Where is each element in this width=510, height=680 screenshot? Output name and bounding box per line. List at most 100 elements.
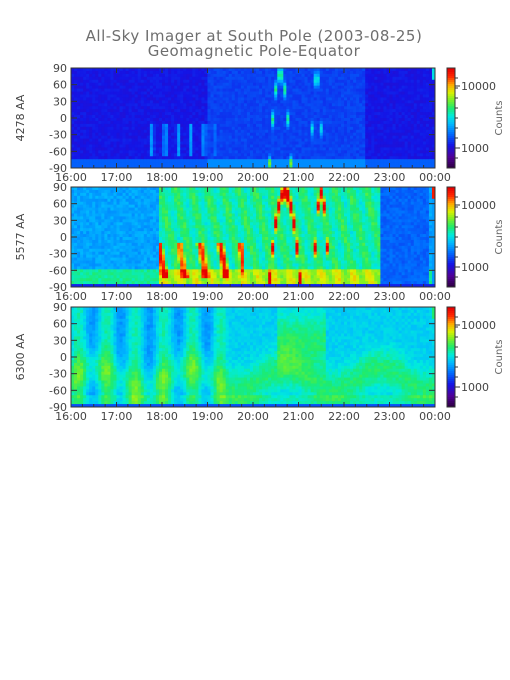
heatmap-cell [77, 278, 81, 282]
heatmap-cell [186, 147, 190, 151]
heatmap-cell [259, 88, 263, 92]
heatmap-cell [125, 141, 130, 145]
heatmap-cell [189, 129, 193, 134]
heatmap-cell [204, 144, 208, 148]
heatmap-cell [137, 228, 142, 232]
heatmap-cell [180, 88, 184, 92]
heatmap-cell [198, 76, 202, 81]
heatmap-cell [322, 97, 327, 101]
heatmap-cell [392, 79, 396, 84]
heatmap-cell [80, 239, 84, 244]
heatmap-cell [213, 120, 217, 125]
heatmap-cell [177, 79, 181, 84]
heatmap-cell [301, 91, 305, 95]
heatmap-cell [307, 138, 312, 142]
heatmap-cell [377, 120, 381, 125]
heatmap-cell [322, 94, 327, 98]
heatmap-cell [83, 248, 87, 253]
x-tick-label: 22:00 [328, 171, 360, 184]
heatmap-cell [289, 118, 293, 122]
heatmap-cell [119, 187, 123, 191]
heatmap-cell [216, 115, 221, 119]
heatmap-cell [237, 109, 242, 113]
heatmap-cell [152, 100, 157, 104]
heatmap-cell [425, 73, 430, 78]
heatmap-cell [77, 266, 81, 270]
heatmap-cell [298, 162, 302, 166]
heatmap-cell [180, 70, 184, 75]
heatmap-cell [110, 153, 114, 157]
heatmap-cell [347, 100, 351, 104]
heatmap-cell [328, 68, 333, 72]
heatmap-cell [95, 115, 99, 119]
heatmap-cell [122, 73, 126, 78]
heatmap-cell [140, 68, 145, 72]
heatmap-cell [77, 73, 81, 78]
heatmap-cell [316, 88, 321, 92]
heatmap-cell [207, 68, 211, 72]
heatmap-cell [143, 150, 148, 154]
heatmap-cell [80, 129, 84, 134]
heatmap-cell [419, 156, 424, 160]
heatmap-cell [128, 120, 133, 125]
heatmap-cell [116, 207, 120, 211]
heatmap-cell [240, 79, 245, 84]
heatmap-cell [140, 144, 145, 148]
heatmap-cell [359, 79, 363, 84]
heatmap-cell [286, 118, 290, 122]
heatmap-cell [389, 150, 393, 154]
heatmap-cell [131, 97, 136, 101]
heatmap-cell [386, 141, 390, 145]
heatmap-cell [134, 91, 139, 95]
heatmap-cell [168, 147, 172, 151]
heatmap-cell [210, 106, 214, 110]
heatmap-cell [383, 129, 387, 134]
heatmap-cell [71, 138, 75, 142]
heatmap-cell [310, 144, 315, 148]
heatmap-cell [319, 138, 324, 142]
heatmap-cell [89, 281, 93, 285]
heatmap-cell [295, 120, 299, 125]
heatmap-cell [265, 73, 269, 78]
heatmap-cell [377, 88, 381, 92]
heatmap-cell [137, 141, 142, 145]
heatmap-cell [155, 159, 160, 163]
heatmap-cell [377, 141, 381, 145]
heatmap-cell [392, 100, 396, 104]
heatmap-cell [401, 112, 406, 116]
heatmap-cell [259, 118, 263, 122]
heatmap-cell [152, 91, 157, 95]
heatmap-cell [89, 150, 93, 154]
colorbar-tick-label: 1000 [461, 142, 489, 155]
heatmap-cell [92, 79, 96, 84]
heatmap-cell [222, 118, 227, 122]
heatmap-cell [104, 103, 108, 107]
heatmap-cell [83, 231, 87, 235]
heatmap-cell [152, 156, 157, 160]
heatmap-cell [165, 138, 169, 142]
heatmap-cell [380, 126, 384, 131]
heatmap-cell [77, 150, 81, 154]
heatmap-cell [289, 120, 293, 125]
heatmap-cell [119, 159, 123, 163]
heatmap-cell [137, 207, 142, 211]
heatmap-cell [374, 135, 378, 139]
heatmap-cell [404, 118, 409, 122]
heatmap-cell [340, 88, 345, 92]
heatmap-cell [180, 97, 184, 101]
heatmap-cell [171, 123, 175, 128]
heatmap-cell [80, 248, 84, 253]
heatmap-cell [98, 126, 102, 131]
heatmap-cell [140, 118, 145, 122]
heatmap-cell [119, 123, 123, 128]
heatmap-cell [334, 91, 339, 95]
heatmap-cell [101, 225, 105, 229]
heatmap-cell [71, 239, 75, 244]
heatmap-cell [231, 109, 236, 113]
heatmap-cell [101, 272, 105, 276]
heatmap-cell [183, 100, 187, 104]
heatmap-cell [277, 115, 281, 119]
heatmap-cell [119, 195, 123, 200]
heatmap-cell [404, 156, 409, 160]
heatmap-cell [116, 242, 120, 247]
